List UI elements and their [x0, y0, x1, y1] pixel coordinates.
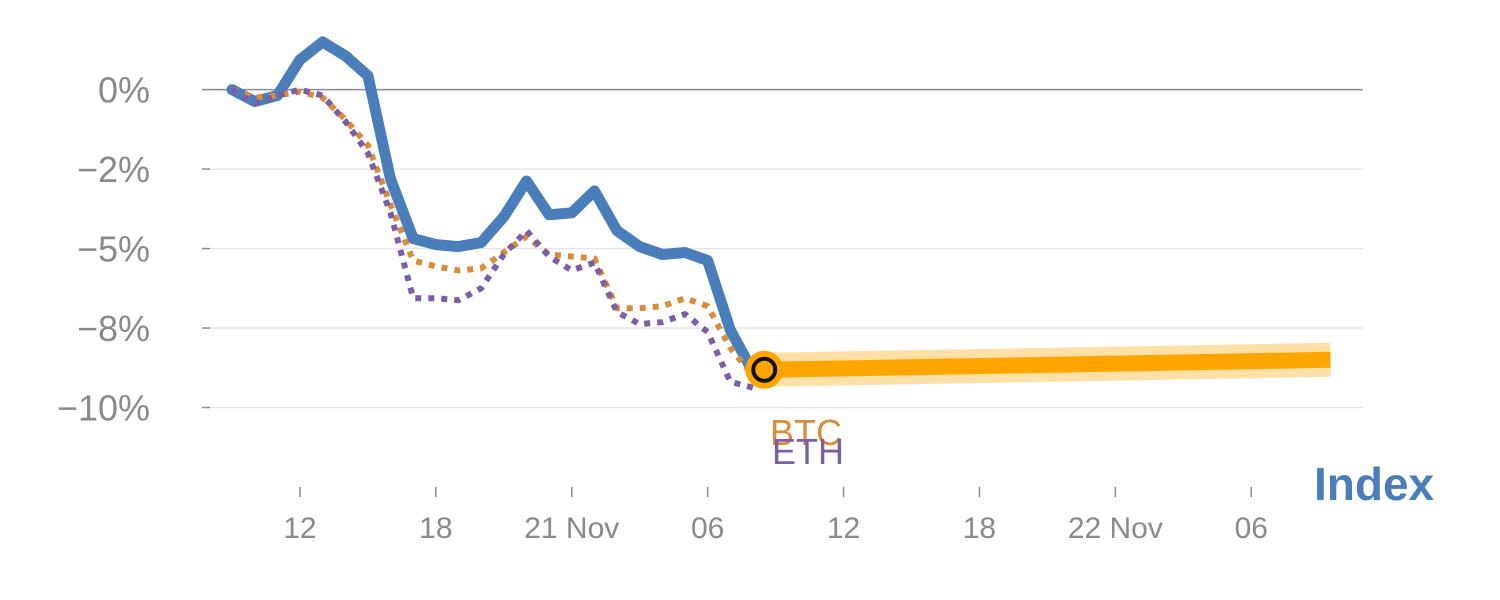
forecast-band	[764, 351, 1331, 378]
y-tick-label: −5%	[77, 229, 150, 270]
series-lines	[226, 36, 759, 391]
gridlines	[210, 168, 1363, 409]
index-line	[226, 36, 759, 378]
end-marker-halo	[745, 350, 784, 389]
end-marker-group	[745, 350, 784, 389]
eth-label: ETH	[772, 431, 844, 472]
x-tick-label: 18	[963, 512, 996, 545]
x-tick-label: 21 Nov	[524, 512, 619, 545]
btc-line	[231, 86, 756, 378]
forecast-band-group	[763, 342, 1331, 387]
y-tick-label: −2%	[77, 149, 150, 190]
index-label: Index	[1314, 458, 1435, 510]
btc-label: BTC	[770, 412, 842, 453]
eth-line	[230, 86, 754, 391]
x-tick-label: 06	[1235, 512, 1268, 545]
y-tick-label: −10%	[57, 388, 150, 429]
x-tick-label: 18	[419, 512, 452, 545]
x-tick-label: 12	[283, 512, 316, 545]
y-axis-ticks: 0% −2% −5% −8% −10%	[57, 70, 210, 429]
y-tick-label: 0%	[98, 70, 150, 111]
x-tick-label: 12	[827, 512, 860, 545]
end-marker	[751, 356, 778, 383]
y-tick-label: −8%	[77, 308, 150, 349]
x-tick-label: 06	[691, 512, 724, 545]
x-tick-label: 22 Nov	[1068, 512, 1163, 545]
x-axis-ticks: 12 18 21 Nov 06 12 18 22 Nov 06	[283, 487, 1268, 545]
